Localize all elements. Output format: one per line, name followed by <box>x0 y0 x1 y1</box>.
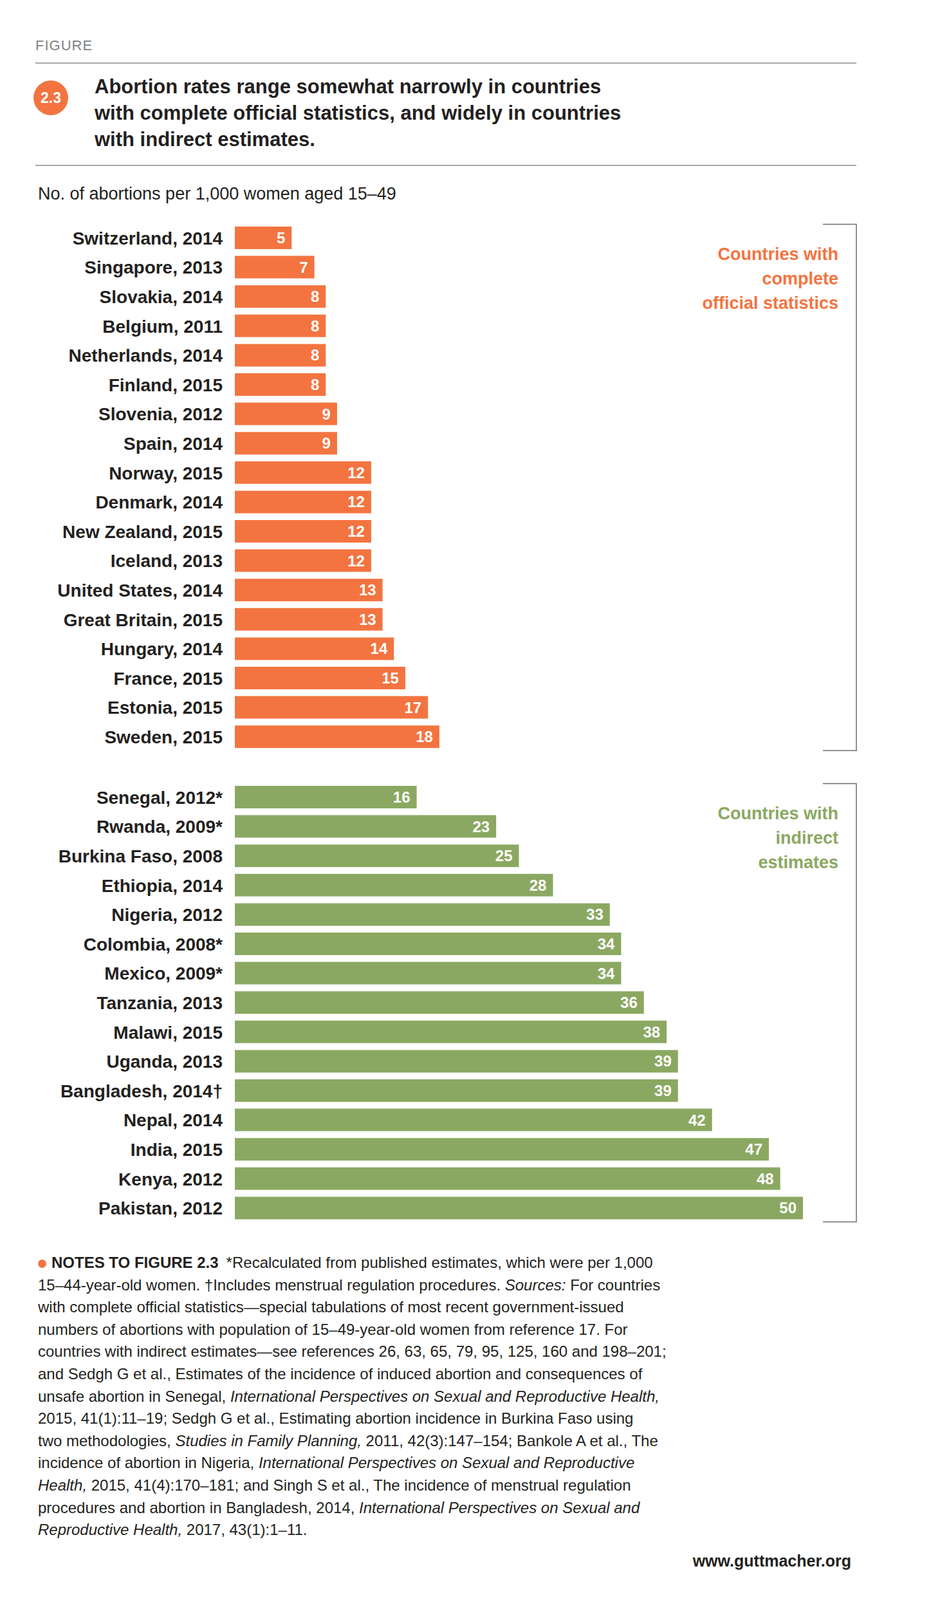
svg-text:Finland, 2015: Finland, 2015 <box>108 375 223 396</box>
svg-text:New Zealand, 2015: New Zealand, 2015 <box>62 521 223 542</box>
svg-text:12: 12 <box>347 552 365 570</box>
svg-text:Bangladesh, 2014†: Bangladesh, 2014† <box>60 1080 223 1101</box>
svg-text:Singapore, 2013: Singapore, 2013 <box>84 257 223 278</box>
svg-text:Senegal, 2012*: Senegal, 2012* <box>96 787 223 808</box>
svg-text:Norway, 2015: Norway, 2015 <box>108 463 223 484</box>
html-text:numbers of abortions with popu: numbers of abortions with population of … <box>37 1320 628 1338</box>
svg-text:Nepal, 2014: Nepal, 2014 <box>123 1109 224 1130</box>
html-text:with indirect estimates.: with indirect estimates. <box>94 128 316 151</box>
html-text:with complete official statist: with complete official statistics—specia… <box>37 1297 624 1316</box>
html-text:estimates: estimates <box>758 852 839 872</box>
html-text:www.guttmacher.org: www.guttmacher.org <box>692 1551 852 1570</box>
svg-text:Sweden, 2015: Sweden, 2015 <box>104 727 223 747</box>
svg-text:Mexico, 2009*: Mexico, 2009* <box>104 963 223 984</box>
svg-text:38: 38 <box>642 1023 661 1041</box>
svg-text:Malawi, 2015: Malawi, 2015 <box>113 1022 223 1043</box>
html-text:Reproductive Health, 2017, 43(: Reproductive Health, 2017, 43(1):1–11. <box>37 1520 308 1538</box>
html-text:complete: complete <box>762 268 839 289</box>
html-text:unsafe abortion in Senegal, In: unsafe abortion in Senegal, Internationa… <box>37 1386 660 1405</box>
svg-text:Rwanda, 2009*: Rwanda, 2009* <box>96 816 223 837</box>
svg-text:16: 16 <box>393 788 411 806</box>
svg-text:9: 9 <box>322 434 331 452</box>
svg-text:8: 8 <box>310 375 320 394</box>
svg-text:9: 9 <box>322 405 331 423</box>
html-text:*Recalculated from published e: *Recalculated from published estimates, … <box>226 1253 653 1271</box>
svg-text:Ethiopia, 2014: Ethiopia, 2014 <box>101 875 224 896</box>
html-text:No. of abortions per 1,000 wom: No. of abortions per 1,000 women aged 15… <box>37 184 397 204</box>
svg-text:33: 33 <box>586 905 604 923</box>
svg-text:United States, 2014: United States, 2014 <box>57 580 223 601</box>
svg-text:7: 7 <box>299 258 308 277</box>
html-text:official statistics: official statistics <box>702 293 839 313</box>
html-text:2.3: 2.3 <box>40 89 62 107</box>
svg-text:13: 13 <box>359 580 377 599</box>
svg-text:5: 5 <box>276 229 286 247</box>
svg-text:50: 50 <box>779 1198 797 1217</box>
svg-text:Estonia, 2015: Estonia, 2015 <box>107 697 223 718</box>
html-text:NOTES TO FIGURE 2.3: NOTES TO FIGURE 2.3 <box>51 1253 219 1271</box>
svg-text:France, 2015: France, 2015 <box>113 668 223 689</box>
svg-text:8: 8 <box>310 346 320 364</box>
html-text:Health, 2015, 41(4):170–181; a: Health, 2015, 41(4):170–181; and Singh S… <box>37 1475 631 1494</box>
html-text:indirect: indirect <box>775 828 839 848</box>
html-text:with complete official statist: with complete official statistics, and w… <box>94 101 622 125</box>
svg-text:Iceland, 2013: Iceland, 2013 <box>110 550 223 571</box>
svg-text:14: 14 <box>370 639 388 657</box>
svg-text:36: 36 <box>620 993 638 1011</box>
svg-text:25: 25 <box>495 846 513 865</box>
svg-text:39: 39 <box>654 1051 672 1070</box>
svg-text:12: 12 <box>347 463 365 482</box>
svg-text:Great Britain, 2015: Great Britain, 2015 <box>63 609 223 630</box>
svg-text:28: 28 <box>529 876 547 894</box>
svg-text:8: 8 <box>310 317 320 335</box>
html-text:Countries with: Countries with <box>717 244 839 264</box>
svg-text:Tanzania, 2013: Tanzania, 2013 <box>96 992 223 1013</box>
svg-text:Uganda, 2013: Uganda, 2013 <box>106 1051 223 1072</box>
svg-text:42: 42 <box>688 1111 706 1129</box>
svg-text:Netherlands, 2014: Netherlands, 2014 <box>68 345 223 366</box>
svg-text:39: 39 <box>654 1081 672 1099</box>
svg-text:23: 23 <box>472 817 490 836</box>
svg-text:Pakistan, 2012: Pakistan, 2012 <box>98 1198 223 1218</box>
svg-text:Nigeria, 2012: Nigeria, 2012 <box>111 904 223 925</box>
svg-text:Burkina Faso, 2008: Burkina Faso, 2008 <box>58 846 223 867</box>
svg-text:17: 17 <box>404 698 423 717</box>
html-text:countries with indirect estima: countries with indirect estimates—see re… <box>37 1342 667 1360</box>
svg-text:13: 13 <box>359 610 377 628</box>
svg-text:47: 47 <box>745 1140 763 1158</box>
html-text:2015, 41(1):11–19; Sedgh G et: 2015, 41(1):11–19; Sedgh G et al., Estim… <box>37 1409 634 1427</box>
svg-text:8: 8 <box>310 287 320 305</box>
svg-text:Slovenia, 2012: Slovenia, 2012 <box>98 404 223 425</box>
html-text:Countries with: Countries with <box>717 803 839 823</box>
svg-text:12: 12 <box>347 522 365 540</box>
html-text:incidence of abortion in Niger: incidence of abortion in Nigeria, Intern… <box>37 1453 635 1472</box>
html-text:procedures and abortion in Ban: procedures and abortion in Bangladesh, 2… <box>37 1498 640 1516</box>
svg-text:34: 34 <box>597 934 616 953</box>
svg-text:48: 48 <box>756 1169 775 1188</box>
svg-text:Hungary, 2014: Hungary, 2014 <box>101 638 224 659</box>
svg-text:12: 12 <box>347 492 365 511</box>
svg-text:Denmark, 2014: Denmark, 2014 <box>95 492 223 513</box>
svg-text:Switzerland, 2014: Switzerland, 2014 <box>72 228 224 249</box>
svg-text:Slovakia, 2014: Slovakia, 2014 <box>99 286 224 307</box>
svg-text:India, 2015: India, 2015 <box>130 1139 223 1160</box>
svg-text:Kenya, 2012: Kenya, 2012 <box>118 1169 223 1190</box>
html-text:two methodologies, Studies in: two methodologies, Studies in Family Pla… <box>37 1431 659 1449</box>
svg-text:15: 15 <box>381 669 399 687</box>
html-text:Abortion rates range somewhat: Abortion rates range somewhat narrowly i… <box>94 75 602 98</box>
svg-text:18: 18 <box>415 727 434 746</box>
svg-text:34: 34 <box>597 964 616 982</box>
svg-text:Spain, 2014: Spain, 2014 <box>123 433 223 454</box>
html-text:and Sedgh G et al., Estimates: and Sedgh G et al., Estimates of the inc… <box>37 1364 643 1383</box>
svg-text:Colombia, 2008*: Colombia, 2008* <box>83 934 223 955</box>
html-text:15–44-year-old women. †Include: 15–44-year-old women. †Includes menstrua… <box>37 1275 661 1293</box>
svg-text:Belgium, 2011: Belgium, 2011 <box>102 316 223 337</box>
html-text:FIGURE: FIGURE <box>35 37 93 54</box>
